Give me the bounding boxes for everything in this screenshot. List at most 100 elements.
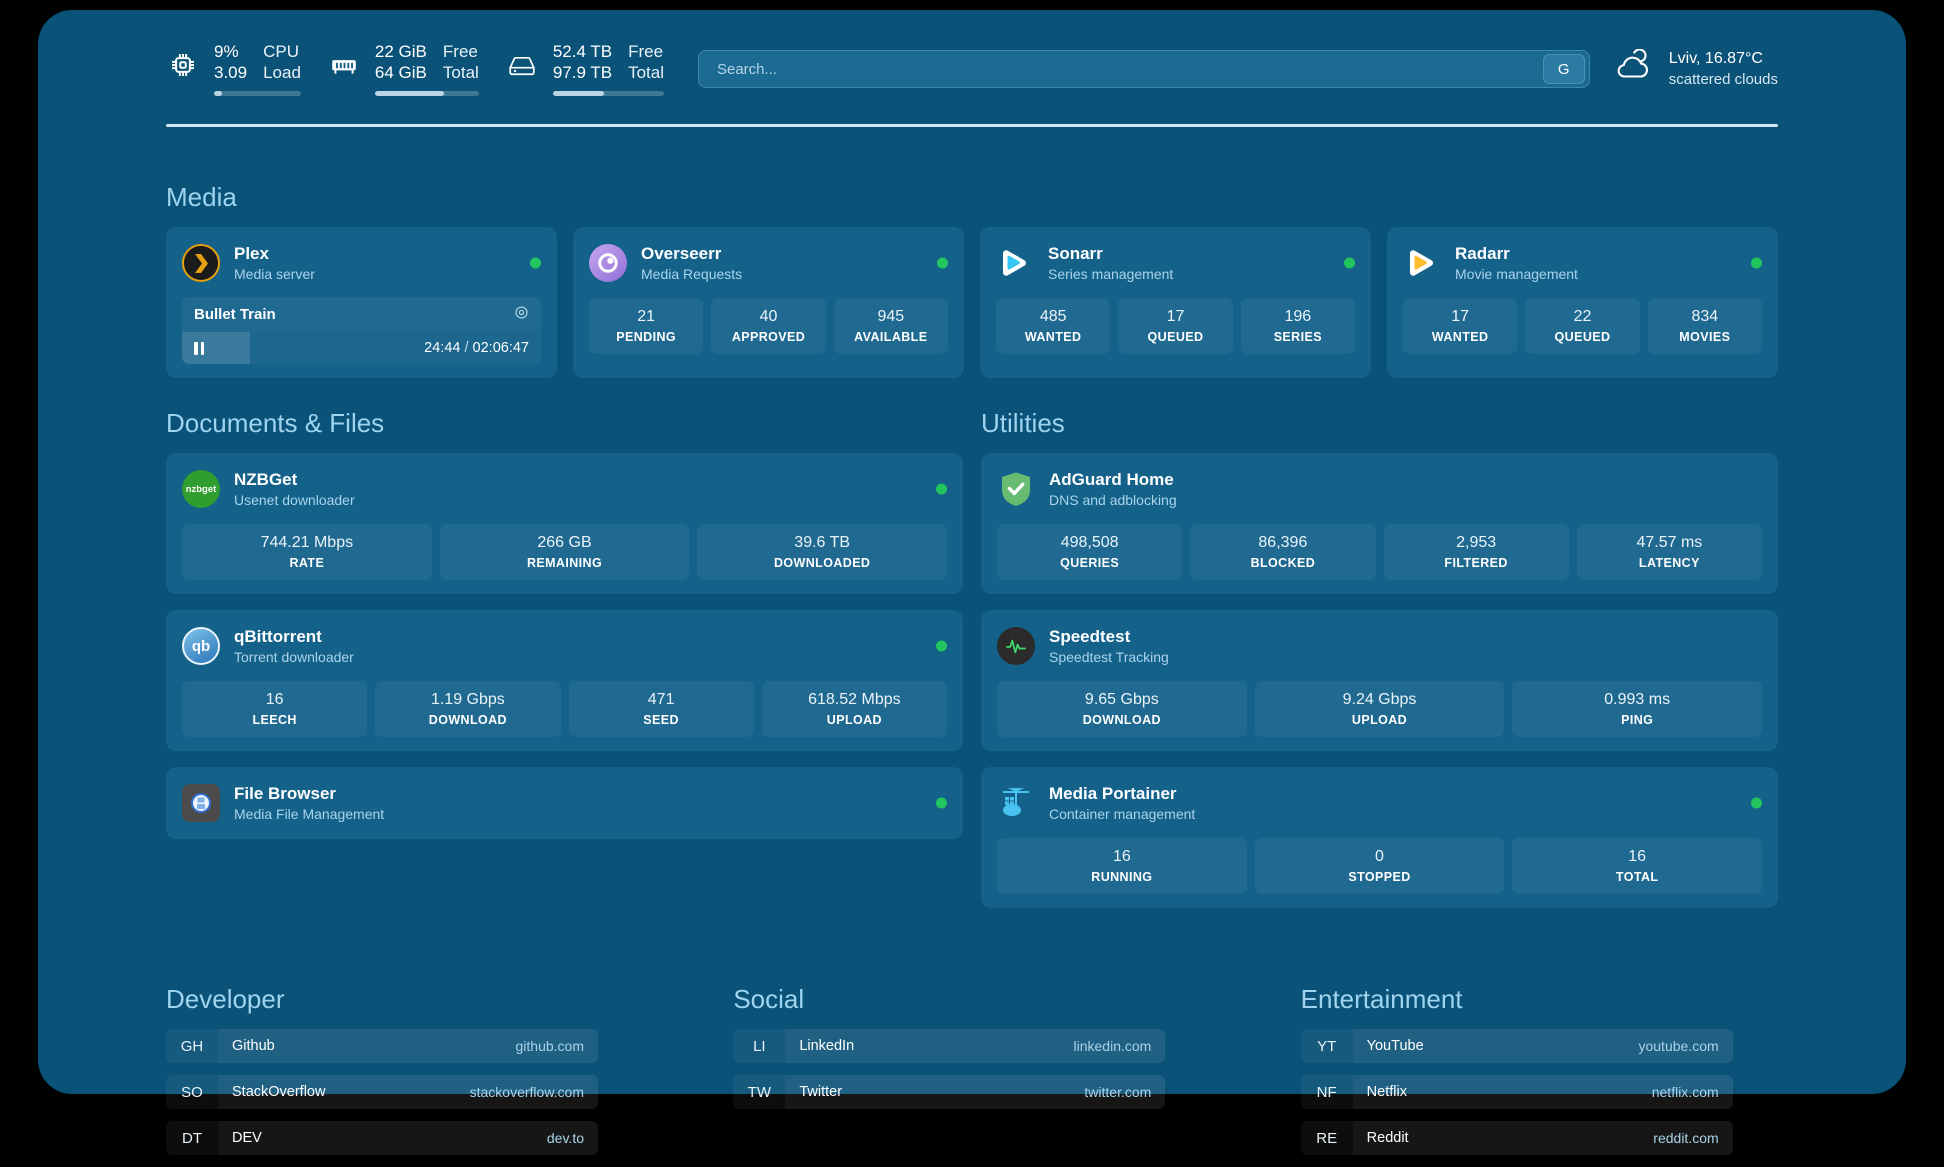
dashboard-page: 9% 3.09 CPU Load <box>38 10 1906 1155</box>
stat-item: 1.19 Gbps DOWNLOAD <box>375 681 561 737</box>
status-badge <box>937 257 948 269</box>
stat-label: STOPPED <box>1348 870 1411 884</box>
service-card-filebrowser[interactable]: File Browser Media File Management <box>166 767 963 839</box>
service-name: qBittorrent <box>234 626 322 646</box>
stat-label: TOTAL <box>1615 870 1659 884</box>
stat-value: 17 <box>1451 308 1470 325</box>
bookmark-item-dev[interactable]: DT DEV dev.to <box>166 1121 598 1155</box>
weather-location-temp: Lviv, 16.87°C <box>1668 49 1763 67</box>
bookmark-url: stackoverflow.com <box>469 1084 584 1100</box>
service-desc: Container management <box>1049 805 1196 822</box>
stat-value: 485 <box>1039 308 1067 325</box>
stat-label: QUEUED <box>1554 330 1611 344</box>
service-card-radarr[interactable]: Radarr Movie management 17 WANTED 22 QUE… <box>1387 227 1778 378</box>
sonarr-icon <box>996 244 1034 282</box>
gear-icon[interactable] <box>514 305 529 324</box>
status-badge <box>530 257 541 269</box>
status-badge <box>936 483 947 495</box>
stat-value: 266 GB <box>537 534 592 551</box>
stat-value: 40 <box>759 308 778 325</box>
cpu-value-top: 9% <box>214 42 239 62</box>
cpu-icon <box>166 48 200 82</box>
stat-value: 47.57 ms <box>1636 534 1703 551</box>
service-card-adguard[interactable]: AdGuard Home DNS and adblocking 498,508 … <box>981 453 1778 594</box>
bookmark-item-twitter[interactable]: TW Twitter twitter.com <box>733 1075 1166 1109</box>
search-engine-button[interactable]: G <box>1542 54 1585 84</box>
dashboard-frame: 9% 3.09 CPU Load <box>38 10 1906 1155</box>
bookmark-item-linkedin[interactable]: LI LinkedIn linkedin.com <box>733 1029 1166 1063</box>
now-playing-time: 24:44 / 02:06:47 <box>424 340 529 356</box>
stat-label: BLOCKED <box>1250 556 1316 570</box>
bookmark-group-social: Social LI LinkedIn linkedin.com TW Twitt… <box>733 984 1210 1167</box>
stat-value: 86,396 <box>1258 534 1308 551</box>
search-container: G <box>697 50 1590 88</box>
plex-icon <box>182 244 220 282</box>
service-card-sonarr[interactable]: Sonarr Series management 485 WANTED 17 Q… <box>980 227 1371 378</box>
pause-icon[interactable] <box>194 341 204 355</box>
overseerr-icon <box>589 244 627 282</box>
service-name: Plex <box>234 243 269 263</box>
system-stat-disk: 52.4 TB 97.9 TB Free Total <box>505 42 664 96</box>
bookmark-item-reddit[interactable]: RE Reddit reddit.com <box>1300 1121 1733 1155</box>
stat-value: 16 <box>1628 848 1647 865</box>
now-playing-title-row: Bullet Train <box>182 297 541 332</box>
stat-item: 40 APPROVED <box>711 298 826 354</box>
service-name: Overseerr <box>641 243 722 263</box>
search-input[interactable] <box>716 60 1543 78</box>
portainer-icon <box>997 784 1035 822</box>
stat-label: SEED <box>643 713 679 727</box>
service-card-portainer[interactable]: Media Portainer Container management 16 … <box>981 767 1778 908</box>
service-desc: Speedtest Tracking <box>1049 648 1169 665</box>
service-card-overseerr[interactable]: Overseerr Media Requests 21 PENDING 40 A… <box>573 227 964 378</box>
bookmark-item-github[interactable]: GH Github github.com <box>166 1029 598 1063</box>
stat-item: 17 QUEUED <box>1118 298 1233 354</box>
bookmarks-area: Developer GH Github github.com SO StackO… <box>166 984 1778 1167</box>
service-card-nzbget[interactable]: nzbget NZBGet Usenet downloader 744.21 M… <box>166 453 963 594</box>
status-badge <box>1751 797 1762 809</box>
stat-value: 744.21 Mbps <box>260 534 354 551</box>
bookmark-item-youtube[interactable]: YT YouTube youtube.com <box>1300 1029 1733 1063</box>
bookmark-name: YouTube <box>1366 1038 1424 1054</box>
stat-item: 9.65 Gbps DOWNLOAD <box>997 681 1247 737</box>
stat-item: 21 PENDING <box>589 298 704 354</box>
stat-value: 21 <box>637 308 656 325</box>
service-card-speedtest[interactable]: Speedtest Speedtest Tracking 9.65 Gbps D… <box>981 610 1778 751</box>
stat-value: 1.19 Gbps <box>430 691 505 708</box>
stat-value: 22 <box>1573 308 1592 325</box>
stat-label: DOWNLOADED <box>774 556 871 570</box>
service-card-plex[interactable]: Plex Media server Bullet Train <box>166 227 557 378</box>
system-stat-memory: 22 GiB 64 GiB Free Total <box>327 42 479 96</box>
stat-item: 16 RUNNING <box>997 838 1247 894</box>
stat-value: 471 <box>647 691 675 708</box>
stat-label: PING <box>1621 713 1654 727</box>
memory-label-bottom: Total <box>442 63 479 82</box>
stat-item: 0 STOPPED <box>1254 838 1505 894</box>
now-playing-progress[interactable]: 24:44 / 02:06:47 <box>182 332 541 364</box>
stat-value: 17 <box>1166 308 1185 325</box>
service-desc: Movie management <box>1455 265 1578 282</box>
search-bar[interactable]: G <box>697 50 1590 88</box>
weather-widget: Lviv, 16.87°C scattered clouds <box>1612 48 1778 89</box>
documents-section: Documents & Files nzbget NZBGet Usenet d… <box>166 408 963 924</box>
bookmark-item-netflix[interactable]: NF Netflix netflix.com <box>1300 1075 1733 1109</box>
radarr-icon <box>1403 244 1441 282</box>
documents-section-title: Documents & Files <box>166 408 385 438</box>
disk-value-top: 52.4 TB <box>552 42 613 62</box>
bookmark-url: linkedin.com <box>1073 1038 1152 1054</box>
bookmark-item-stackoverflow[interactable]: SO StackOverflow stackoverflow.com <box>166 1075 598 1109</box>
memory-value-bottom: 64 GiB <box>374 63 427 82</box>
stat-label: RATE <box>289 556 325 570</box>
stat-item: 22 QUEUED <box>1525 298 1640 354</box>
stat-item: 945 AVAILABLE <box>833 298 948 354</box>
stat-label: LATENCY <box>1638 556 1700 570</box>
bookmark-url: netflix.com <box>1651 1084 1719 1100</box>
system-stat-cpu: 9% 3.09 CPU Load <box>166 42 301 96</box>
service-name: Media Portainer <box>1049 783 1177 803</box>
stat-item: 0.993 ms PING <box>1512 681 1763 737</box>
bookmark-name: DEV <box>232 1130 262 1146</box>
service-card-qbittorrent[interactable]: qb qBittorrent Torrent downloader 16 LEE… <box>166 610 963 751</box>
disk-usage-bar <box>552 90 664 96</box>
stat-label: WANTED <box>1024 330 1082 344</box>
stat-value: 945 <box>877 308 905 325</box>
stat-label: REMAINING <box>526 556 603 570</box>
